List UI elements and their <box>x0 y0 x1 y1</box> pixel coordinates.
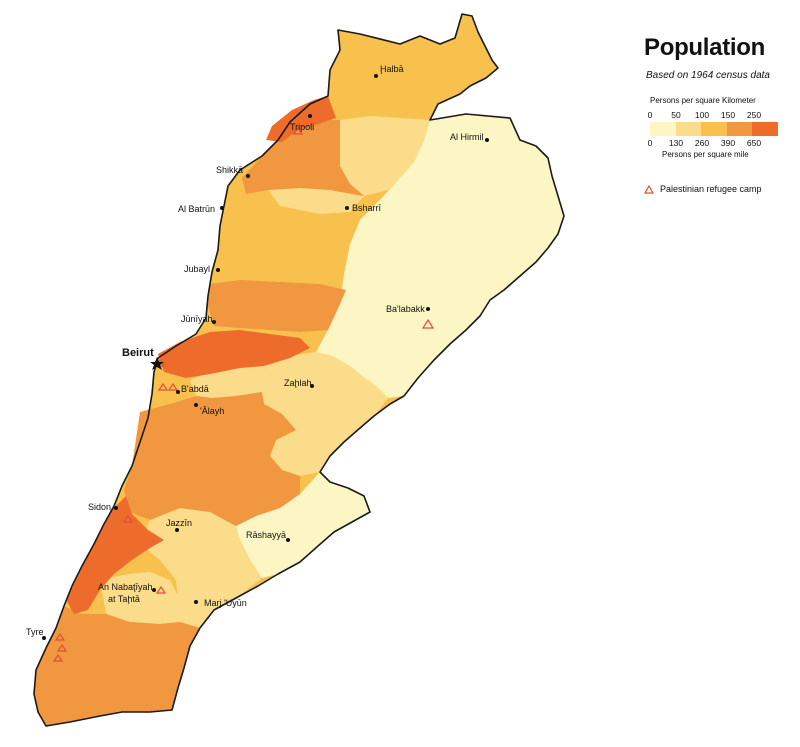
camp-triangle-icon <box>644 184 654 194</box>
legend-mile-tick: 650 <box>746 138 762 148</box>
city-dot <box>485 138 489 142</box>
city-label-rashayya: Rāshayyā <box>246 530 286 540</box>
legend-color-scale <box>650 122 778 136</box>
legend-km-tick: 50 <box>671 110 681 120</box>
city-label-juniyah: Jūnīyah <box>181 314 213 324</box>
city-label-marj-uyun: Marj 'Uyūn <box>204 598 247 608</box>
city-dot <box>175 528 179 532</box>
city-label-nabatiyah: An Nabaţīyah <box>98 582 153 592</box>
city-dot <box>345 206 349 210</box>
city-dot <box>152 588 156 592</box>
city-label-halba: Ḩalbā <box>380 64 404 74</box>
city-label-baalbakk: Ba'labakk <box>386 304 425 314</box>
city-label-shikka: Shikkā <box>216 165 243 175</box>
city-label-zahlah: Zaḩlah <box>284 378 312 388</box>
city-markers <box>42 74 489 640</box>
legend-mile-tick: 260 <box>694 138 710 148</box>
camp-triangle-icon <box>54 632 66 641</box>
city-label-tyre: Tyre <box>26 627 44 637</box>
camp-triangle-icon <box>56 643 68 652</box>
region-palest-south <box>236 472 370 578</box>
city-label-al-hirmil: Al Hirmil <box>450 132 484 142</box>
city-label-jubayl: Jubayl <box>184 264 210 274</box>
legend-camp-entry: Palestinian refugee camp <box>644 184 762 194</box>
camp-triangle-icon <box>122 514 134 523</box>
region-dense-sidon <box>66 496 164 614</box>
city-label-beirut: Beirut <box>122 347 154 359</box>
legend-mile-label: Persons per square mile <box>662 150 749 159</box>
city-dot <box>286 538 290 542</box>
legend-mile-tick: 390 <box>720 138 736 148</box>
region-light-1 <box>340 116 430 196</box>
city-dot <box>114 506 118 510</box>
city-label-sidon: Sidon <box>88 502 111 512</box>
region-dark-mid <box>208 280 346 332</box>
city-dot <box>308 114 312 118</box>
city-dot <box>310 384 314 388</box>
city-dot <box>42 636 46 640</box>
legend-title: Population <box>644 34 765 61</box>
camp-triangle-icon <box>292 126 304 135</box>
region-light-5 <box>140 508 262 628</box>
legend-km-tick: 100 <box>694 110 710 120</box>
city-label-babda: B'abdā <box>181 384 209 394</box>
legend-km-tick: 0 <box>647 110 653 120</box>
city-dot <box>246 174 250 178</box>
city-dot <box>194 600 198 604</box>
legend-camp-label: Palestinian refugee camp <box>660 184 762 194</box>
camp-triangle-icon <box>155 585 167 594</box>
legend-swatch <box>726 122 753 136</box>
legend-mile-tick: 0 <box>647 138 653 148</box>
city-dot <box>212 320 216 324</box>
legend-km-tick: 150 <box>720 110 736 120</box>
city-dot <box>216 268 220 272</box>
city-dot <box>374 74 378 78</box>
refugee-camps <box>52 126 435 662</box>
legend-km-label: Persons per square Kilometer <box>650 96 756 105</box>
camp-triangle-icon <box>157 382 169 391</box>
camp-triangle-icon <box>421 318 435 329</box>
region-dark-far-south <box>34 606 200 726</box>
legend-mile-tick: 130 <box>668 138 684 148</box>
camp-triangle-icon <box>52 653 64 662</box>
region-light-2 <box>268 188 364 214</box>
city-dot <box>176 390 180 394</box>
city-label-nabatiyah-2: at Taḩtā <box>108 594 140 604</box>
region-light-6 <box>100 572 180 624</box>
city-dot <box>194 403 198 407</box>
city-label-alayh: 'Ālayh <box>200 406 224 416</box>
region-dark-north <box>242 120 364 196</box>
legend-swatch <box>675 122 702 136</box>
capital-star-icon <box>150 357 164 370</box>
city-label-jazzin: Jazzīn <box>166 518 192 528</box>
region-dense-beirut <box>158 330 310 378</box>
camp-triangle-icon <box>167 382 179 391</box>
city-dot <box>426 307 430 311</box>
city-label-al-batrun: Al Batrūn <box>178 204 215 214</box>
region-light-4 <box>262 352 388 476</box>
region-palest <box>316 114 564 398</box>
city-label-tripoli: Tripoli <box>290 122 314 132</box>
city-dot <box>220 206 224 210</box>
city-label-bsharri: Bsharrī <box>352 203 382 213</box>
region-dark-south <box>124 392 300 526</box>
legend-subtitle: Based on 1964 census data <box>646 70 770 81</box>
legend-swatch <box>752 122 778 136</box>
country-boundary <box>33 13 565 727</box>
legend-swatch <box>650 122 676 136</box>
legend-swatch <box>701 122 727 136</box>
legend-km-tick: 250 <box>746 110 762 120</box>
